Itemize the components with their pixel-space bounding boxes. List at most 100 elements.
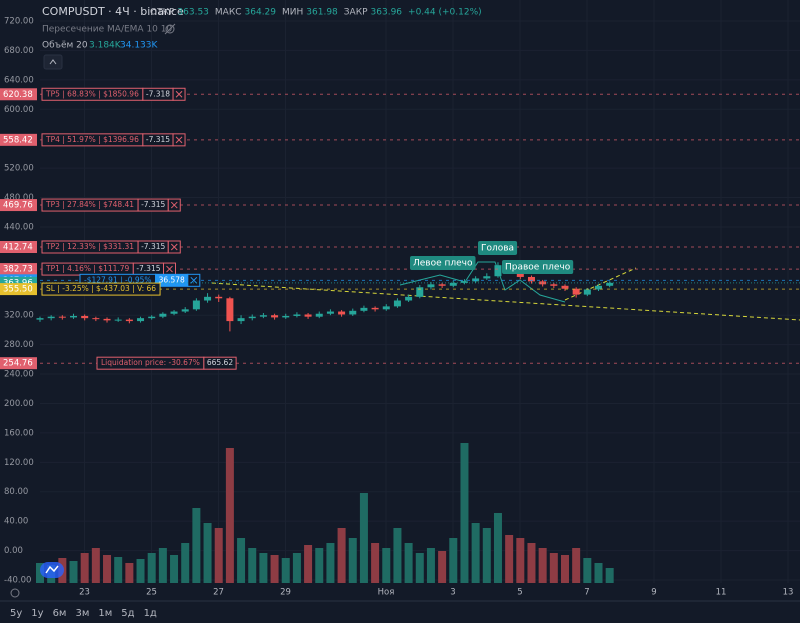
volume-bar <box>91 548 100 583</box>
volume-bar <box>426 548 435 583</box>
volume-bar <box>449 538 458 583</box>
volume-bar <box>136 559 145 583</box>
order-close-icon[interactable] <box>175 136 183 144</box>
order-close-icon[interactable] <box>190 276 198 284</box>
volume-bar <box>404 543 413 583</box>
period-button[interactable]: 1м <box>98 608 112 619</box>
period-button[interactable]: 5д <box>121 608 134 619</box>
y-tick-label: 80.00 <box>4 487 28 497</box>
volume-bar <box>538 548 547 583</box>
candle-body <box>527 276 535 282</box>
candle-body <box>583 289 591 295</box>
price-tag-label: 382.73 <box>3 265 33 275</box>
volume-bar <box>103 555 112 583</box>
price-tag <box>0 283 37 296</box>
price-tag-label: 355.50 <box>3 285 33 295</box>
candle-body <box>103 318 111 321</box>
y-tick-label: 280.00 <box>4 340 34 350</box>
volume-bar <box>560 555 569 583</box>
volume-bar <box>292 553 301 583</box>
x-tick-label: Ноя <box>378 588 395 598</box>
order-close-icon[interactable] <box>170 201 178 209</box>
order-close-icon[interactable] <box>166 265 173 273</box>
candle-body <box>416 287 424 297</box>
y-tick-label: 520.00 <box>4 164 34 174</box>
tradingview-logo <box>40 562 64 578</box>
candle-body <box>215 296 223 299</box>
candle-body <box>360 307 368 311</box>
ohlc-value: 364.29 <box>245 8 277 18</box>
order-close[interactable] <box>172 87 186 101</box>
ohlc-value: 361.98 <box>306 8 338 18</box>
volume-bar <box>482 528 491 583</box>
order-text: Liquidation price: -30.67% <box>101 358 200 367</box>
settings-icon[interactable] <box>10 588 20 598</box>
candle-body <box>282 315 290 318</box>
volume-bar <box>36 563 44 583</box>
x-tick-label: 27 <box>213 588 224 598</box>
candle-body <box>226 298 234 322</box>
period-button[interactable]: 6м <box>53 608 67 619</box>
order-qty-box <box>203 356 237 370</box>
symbol: COMPUSDT · 4Ч · binance <box>42 5 184 18</box>
candle-body <box>192 300 200 310</box>
period-button[interactable]: 5y <box>10 608 22 619</box>
period-button[interactable]: 1д <box>144 608 157 619</box>
period-button[interactable]: 3м <box>75 608 89 619</box>
volume-bar <box>69 561 78 583</box>
ohlc-value: 363.96 <box>371 8 403 18</box>
volume-bar <box>259 553 268 583</box>
candle-body <box>81 315 89 319</box>
order-close[interactable] <box>187 273 201 287</box>
volume-bar <box>270 555 279 583</box>
order-close-icon[interactable] <box>175 90 183 98</box>
y-tick-label: 640.00 <box>4 75 34 85</box>
order-close-icon[interactable] <box>170 243 178 251</box>
order-close[interactable] <box>167 240 181 254</box>
candle-body <box>550 284 558 286</box>
y-tick-label: 480.00 <box>4 193 34 203</box>
volume-bar <box>583 558 592 583</box>
price-tag-label: 469.76 <box>3 201 33 211</box>
order-qty: -7.315 <box>141 242 165 251</box>
candle-body <box>606 282 614 286</box>
candle-body <box>36 318 44 320</box>
volume-bar <box>359 493 368 583</box>
price-tag <box>0 133 37 146</box>
order-close[interactable] <box>163 262 176 276</box>
order-text: TP4 | 51.97% | $1396.96 <box>45 135 139 144</box>
y-tick-label: 0.00 <box>4 546 23 556</box>
candle-body <box>304 314 312 317</box>
volume-bar <box>225 448 234 583</box>
order-close[interactable] <box>167 198 181 212</box>
price-tag <box>0 240 37 253</box>
volume-bar <box>382 548 391 583</box>
ohlc-value: 363.53 <box>177 8 209 18</box>
volume-value: 3.184K <box>89 41 122 51</box>
candle-body <box>595 285 602 290</box>
order-text: TP1 | 4.16% | $111.79 <box>45 264 130 273</box>
y-tick-label: 680.00 <box>4 46 34 56</box>
price-tag-label: 412.74 <box>3 242 33 252</box>
price-tag-label: 254.76 <box>3 359 33 369</box>
x-tick-label: 23 <box>79 588 90 598</box>
volume-label: Объём 20 <box>42 41 88 51</box>
y-tick-label: 200.00 <box>4 399 34 409</box>
volume-bar <box>147 553 156 583</box>
volume-bar <box>237 538 246 583</box>
period-button[interactable]: 1y <box>31 608 43 619</box>
price-tag <box>0 199 37 212</box>
pattern-label: Голова <box>481 244 514 254</box>
trend-line <box>564 267 637 301</box>
price-tag <box>0 357 37 370</box>
price-tag <box>0 88 37 101</box>
candle-body <box>293 314 301 316</box>
x-tick-label: 7 <box>584 588 589 598</box>
pattern-label-box <box>478 241 518 255</box>
order-close[interactable] <box>172 133 186 147</box>
y-tick-label: 320.00 <box>4 311 34 321</box>
volume-bar <box>158 548 167 583</box>
collapse-button[interactable] <box>43 54 63 70</box>
